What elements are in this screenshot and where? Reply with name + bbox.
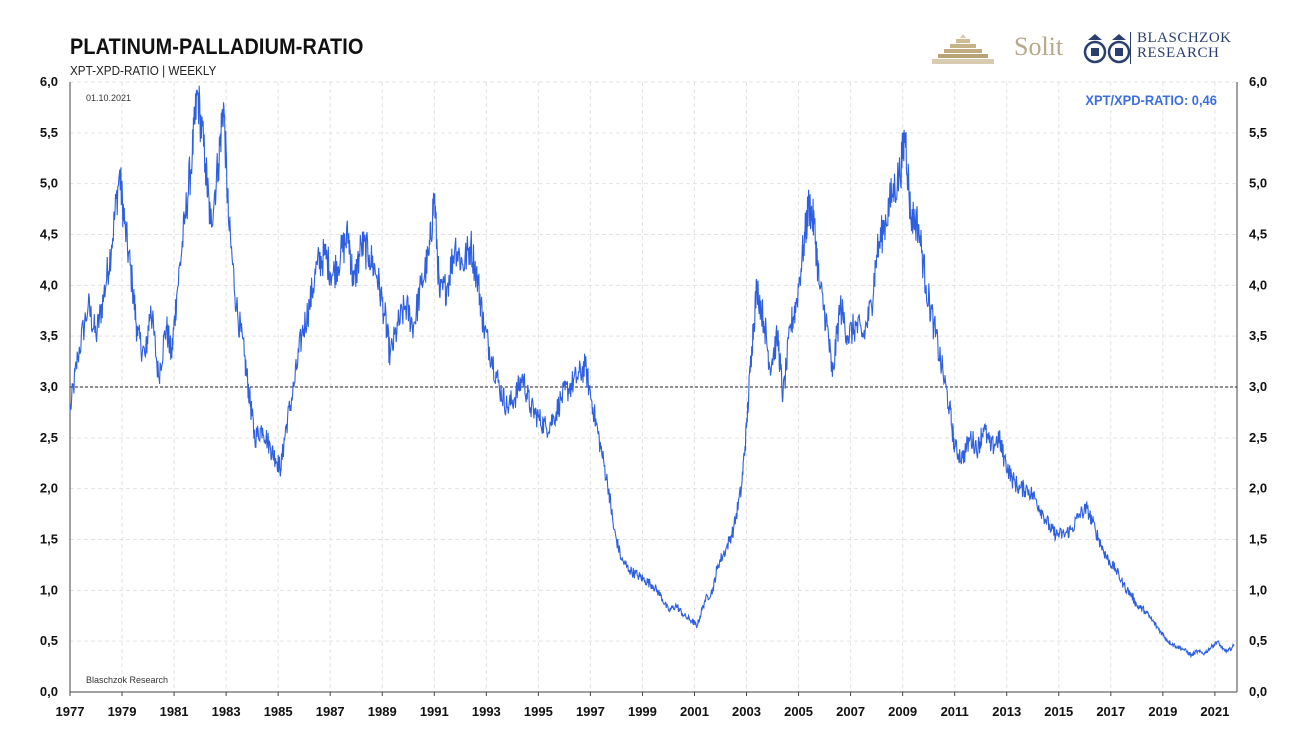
logos: Solit BLASCHZOK RESEARCH bbox=[930, 28, 1250, 72]
x-tick-label: 1997 bbox=[576, 704, 605, 719]
x-tick-label: 2007 bbox=[836, 704, 865, 719]
x-tick-label: 1981 bbox=[160, 704, 189, 719]
x-tick-label: 2011 bbox=[941, 704, 969, 719]
y-tick-label-right: 4,0 bbox=[1249, 277, 1267, 292]
y-tick-label-right: 5,0 bbox=[1249, 176, 1267, 191]
x-tick-label: 1979 bbox=[108, 704, 137, 719]
y-tick-label-left: 4,0 bbox=[40, 277, 58, 292]
x-tick-label: 2001 bbox=[680, 704, 709, 719]
chart-title: PLATINUM-PALLADIUM-RATIO bbox=[70, 34, 364, 59]
y-tick-label-right: 5,5 bbox=[1249, 125, 1267, 140]
x-tick-label: 1989 bbox=[368, 704, 397, 719]
last-value-label: XPT/XPD-RATIO: 0,46 bbox=[1085, 92, 1217, 108]
y-tick-label-right: 0,5 bbox=[1249, 633, 1267, 648]
y-tick-label-right: 1,5 bbox=[1249, 532, 1267, 547]
axes bbox=[69, 82, 1238, 696]
x-tick-label: 2017 bbox=[1096, 704, 1125, 719]
y-tick-label-right: 6,0 bbox=[1249, 74, 1267, 89]
solit-pyramid-logo bbox=[932, 34, 994, 64]
y-tick-label-left: 5,5 bbox=[40, 125, 58, 140]
series-line-xpt-xpd bbox=[69, 85, 1235, 659]
y-tick-label-right: 2,5 bbox=[1249, 430, 1267, 445]
blaschzok-emblem-icon bbox=[1083, 34, 1131, 64]
x-tick-label: 1991 bbox=[420, 704, 449, 719]
logo-divider bbox=[1130, 32, 1131, 64]
y-tick-label-left: 2,0 bbox=[40, 481, 58, 496]
x-tick-label: 2005 bbox=[784, 704, 813, 719]
y-tick-label-left: 1,5 bbox=[40, 532, 58, 547]
x-tick-label: 1995 bbox=[524, 704, 553, 719]
blaschzok-line1: BLASCHZOK bbox=[1137, 30, 1232, 46]
y-tick-label-left: 2,5 bbox=[40, 430, 58, 445]
x-tick-label: 1985 bbox=[264, 704, 293, 719]
x-tick-label: 2003 bbox=[732, 704, 761, 719]
y-tick-label-left: 3,5 bbox=[40, 328, 58, 343]
y-tick-label-left: 0,5 bbox=[40, 633, 58, 648]
source-note: Blaschzok Research bbox=[86, 675, 169, 685]
x-tick-label: 2019 bbox=[1148, 704, 1177, 719]
solit-logo-text: Solit bbox=[1014, 32, 1064, 61]
date-stamp: 01.10.2021 bbox=[86, 93, 132, 103]
chart-subtitle: XPT-XPD-RATIO | WEEKLY bbox=[70, 63, 217, 78]
x-tick-label: 1987 bbox=[316, 704, 345, 719]
y-tick-label-right: 1,0 bbox=[1249, 582, 1267, 597]
y-tick-label-left: 6,0 bbox=[40, 74, 58, 89]
blaschzok-line2: RESEARCH bbox=[1137, 45, 1220, 61]
y-tick-label-right: 0,0 bbox=[1249, 684, 1267, 699]
y-tick-label-right: 2,0 bbox=[1249, 481, 1267, 496]
y-tick-label-left: 4,5 bbox=[40, 227, 58, 242]
x-tick-label: 2009 bbox=[888, 704, 917, 719]
y-axis-left-labels: 0,0 0,5 1,0 1,5 2,0 2,5 3,0 3,5 4,0 4,5 5,0 5,5 6,0 bbox=[40, 74, 58, 699]
y-axis-right-labels: 0,0 0,5 1,0 1,5 2,0 2,5 3,0 3,5 4,0 4,5 5,0 5,5 6,0 bbox=[1249, 74, 1267, 699]
y-tick-label-right: 4,5 bbox=[1249, 227, 1267, 242]
y-tick-label-right: 3,0 bbox=[1249, 379, 1267, 394]
y-tick-label-left: 3,0 bbox=[40, 379, 58, 394]
y-tick-label-left: 1,0 bbox=[40, 582, 58, 597]
x-axis-labels: 1977 1979 1981 1983 1985 1987 1989 1991 1993 1995… bbox=[56, 704, 1230, 719]
y-tick-label-left: 5,0 bbox=[40, 176, 58, 191]
x-tick-label: 1977 bbox=[56, 704, 85, 719]
blaschzok-logo-text: BLASCHZOK RESEARCH bbox=[1137, 31, 1232, 61]
x-tick-label: 1993 bbox=[472, 704, 501, 719]
y-tick-label-right: 3,5 bbox=[1249, 328, 1267, 343]
y-tick-label-left: 0,0 bbox=[40, 684, 58, 699]
x-tick-label: 1983 bbox=[212, 704, 241, 719]
x-tick-label: 2021 bbox=[1200, 704, 1229, 719]
x-tick-label: 1999 bbox=[628, 704, 657, 719]
x-tick-label: 2013 bbox=[992, 704, 1021, 719]
x-tick-label: 2015 bbox=[1044, 704, 1073, 719]
